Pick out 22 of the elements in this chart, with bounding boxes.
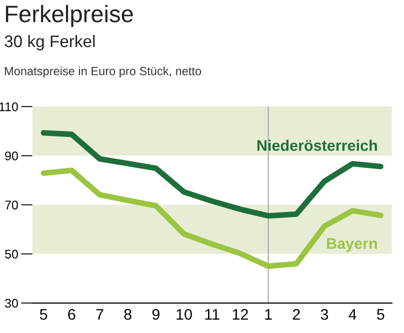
x-tick-label: 5 bbox=[377, 309, 384, 320]
x-tick-label: 9 bbox=[152, 308, 160, 320]
y-tick-label: 90 bbox=[5, 151, 18, 160]
series-label: Niederösterreich bbox=[257, 140, 377, 151]
x-tick-label: 2 bbox=[292, 308, 300, 320]
x-tick-label: 12 bbox=[232, 308, 248, 320]
x-tick-label: 5 bbox=[40, 309, 48, 320]
chart-title: Ferkelpreise bbox=[6, 4, 133, 28]
y-axis-title: Monatspreise in Euro pro Stück, netto bbox=[5, 66, 202, 78]
x-tick-label: 3 bbox=[320, 308, 328, 320]
x-tick-label: 6 bbox=[68, 308, 76, 320]
series-label: Bayern bbox=[327, 238, 377, 252]
y-tick-label: 30 bbox=[5, 298, 18, 308]
x-tick-label: 1 bbox=[265, 309, 272, 320]
chart-subtitle: 30 kg Ferkel bbox=[4, 34, 95, 50]
y-tick-label: 50 bbox=[5, 250, 18, 259]
x-tick-label: 8 bbox=[124, 308, 132, 320]
x-tick-label: 4 bbox=[348, 309, 356, 320]
x-tick-label: 10 bbox=[176, 308, 192, 320]
x-tick-label: 7 bbox=[96, 309, 104, 320]
x-tick-label: 11 bbox=[205, 309, 220, 320]
y-tick-label: 70 bbox=[5, 200, 18, 210]
